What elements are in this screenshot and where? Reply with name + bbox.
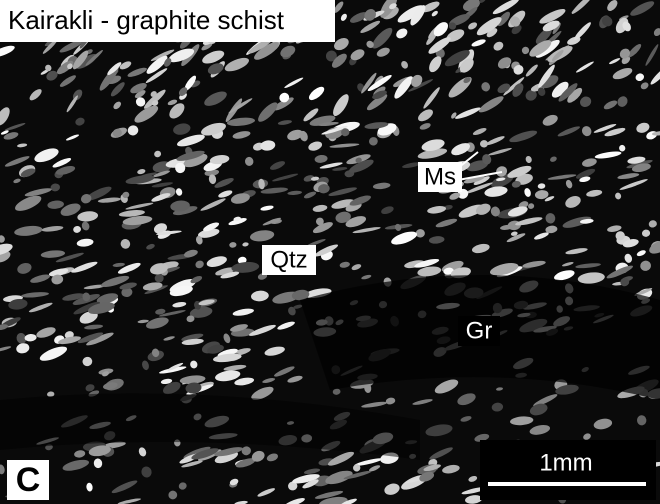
mineral-label: Qtz <box>270 246 307 273</box>
page: Kairakli - graphite schist Ms Qtz Gr 1mm… <box>0 0 660 504</box>
micrograph: Kairakli - graphite schist Ms Qtz Gr 1mm… <box>0 0 660 504</box>
scale-label: 1mm <box>539 449 592 476</box>
panel-letter: C <box>16 461 41 499</box>
mineral-label: Gr <box>466 317 493 344</box>
title: Kairakli - graphite schist <box>8 5 285 35</box>
mineral-label: Ms <box>424 163 456 190</box>
